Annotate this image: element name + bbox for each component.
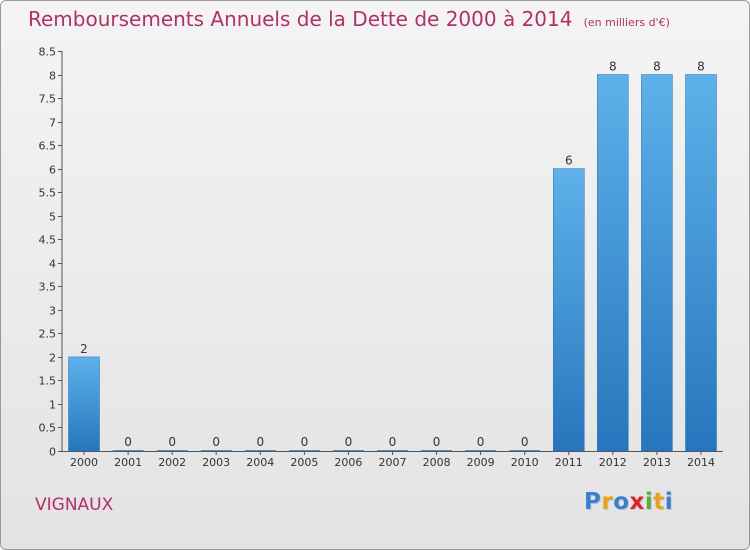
bar-value-label: 6 [565, 154, 573, 168]
proxiti-logo: Proxiti [584, 489, 673, 515]
bar [156, 450, 188, 451]
bar-value-label: 0 [301, 435, 309, 449]
bar-value-label: 0 [168, 435, 176, 449]
bar-value-label: 0 [256, 435, 264, 449]
x-tick-label: 2009 [467, 456, 495, 469]
title-text: Remboursements Annuels de la Dette de 20… [28, 7, 573, 31]
logo-letter: i [664, 489, 674, 515]
bar [112, 450, 144, 451]
bar [685, 74, 717, 452]
chart-title: Remboursements Annuels de la Dette de 20… [28, 7, 670, 31]
bar-value-label: 8 [609, 60, 617, 74]
x-tick-label: 2006 [334, 456, 362, 469]
bar-value-label: 0 [433, 435, 441, 449]
bar [332, 450, 364, 451]
y-tick-label: 3.5 [39, 281, 57, 294]
axes: 0 0.5 1 1.5 2 2.5 3 3.5 4 4.5 5 5.5 6 6.5 7 7.5 8 8.5 [39, 46, 723, 459]
unit-text: (en milliers d'€) [583, 16, 670, 29]
y-tick-label: 7.5 [39, 93, 57, 106]
bar-value-label: 0 [345, 435, 353, 449]
y-tick-label: 1.5 [39, 375, 57, 388]
y-tick-label: 4 [49, 258, 56, 271]
bar [288, 450, 320, 451]
place-name: VIGNAUX [35, 495, 114, 515]
logo-letter: t [653, 489, 665, 515]
x-tick-label: 2003 [202, 456, 230, 469]
x-tick-label: 2007 [379, 456, 407, 469]
y-tick-label: 5 [49, 211, 56, 224]
bar-value-label: 0 [212, 435, 220, 449]
logo-letter: o [613, 489, 630, 515]
bar [421, 450, 453, 451]
x-tick-label: 2005 [290, 456, 318, 469]
x-tick-label: 2001 [114, 456, 142, 469]
bar-value-label: 0 [477, 435, 485, 449]
bar [597, 74, 629, 452]
x-tick-label: 2013 [643, 456, 671, 469]
logo-letter: i [644, 489, 654, 515]
bar-value-label: 8 [697, 60, 705, 74]
y-tick-label: 3 [49, 305, 56, 318]
bar [553, 168, 585, 452]
y-tick-label: 1 [49, 399, 56, 412]
x-tick-label: 2012 [599, 456, 627, 469]
y-tick-label: 6.5 [39, 140, 57, 153]
y-tick-label: 8.5 [39, 46, 57, 59]
bar [200, 450, 232, 451]
bar-value-label: 8 [653, 60, 661, 74]
x-tick-label: 2011 [555, 456, 583, 469]
bar [244, 450, 276, 451]
y-tick-label: 7 [49, 117, 56, 130]
bar-value-label: 2 [80, 342, 88, 356]
bar-value-label: 0 [389, 435, 397, 449]
bar [377, 450, 408, 451]
logo-letter: P [584, 489, 602, 515]
y-tick-label: 5.5 [39, 187, 57, 200]
x-tick-label: 2008 [423, 456, 451, 469]
y-tick-label: 0.5 [39, 422, 57, 435]
y-tick-label: 2.5 [39, 328, 57, 341]
bar-value-label: 0 [521, 435, 529, 449]
x-tick-label: 2014 [687, 456, 715, 469]
y-tick-label: 2 [49, 352, 56, 365]
logo-letter: r [601, 489, 614, 515]
logo-letter: x [629, 489, 645, 515]
y-tick-label: 8 [49, 70, 56, 83]
x-tick-label: 2000 [70, 456, 98, 469]
y-tick-label: 0 [49, 446, 56, 459]
bar [465, 450, 497, 451]
bar [68, 356, 100, 452]
labels: 2 2000 0 2001 0 2002 0 2003 0 2004 0 2005 0 2006 0 2007… [70, 60, 715, 470]
y-tick-label: 4.5 [39, 234, 57, 247]
bar [641, 74, 673, 452]
x-tick-label: 2004 [246, 456, 274, 469]
y-tick-label: 6 [49, 164, 56, 177]
bars [68, 74, 717, 452]
bar-value-label: 0 [124, 435, 132, 449]
x-tick-label: 2002 [158, 456, 186, 469]
x-tick-label: 2010 [511, 456, 539, 469]
bar [509, 450, 541, 451]
